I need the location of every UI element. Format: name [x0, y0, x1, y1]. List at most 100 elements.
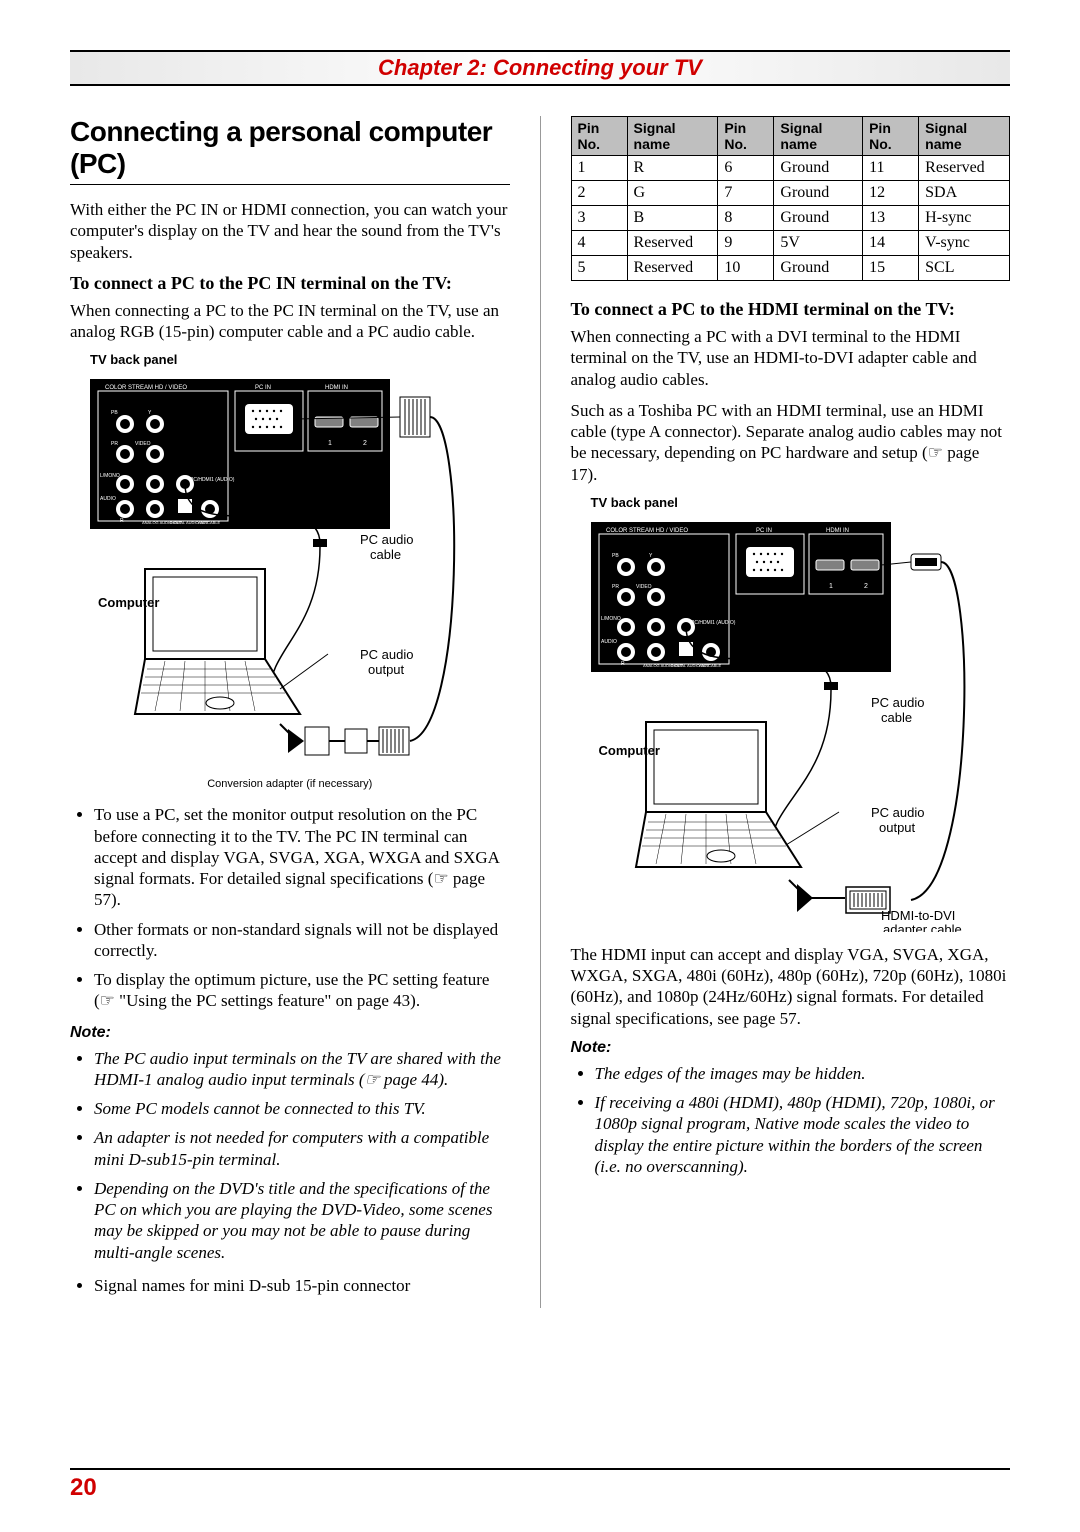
svg-text:PC/HDMI1 (AUDIO): PC/HDMI1 (AUDIO) — [190, 477, 235, 483]
th: Pin No. — [863, 117, 919, 156]
svg-text:HDMI IN: HDMI IN — [325, 385, 348, 391]
pc-in-para: When connecting a PC to the PC IN termin… — [70, 300, 510, 343]
svg-text:output: output — [368, 662, 405, 677]
table-cell: H-sync — [919, 206, 1010, 231]
svg-text:cable: cable — [370, 547, 401, 562]
table-row: 5Reserved10Ground15SCL — [571, 256, 1010, 281]
tv-back-panel-label: TV back panel — [90, 352, 510, 367]
note-item: The PC audio input terminals on the TV a… — [94, 1048, 510, 1091]
pc-in-diagram: 1 2 COLOR STREAM HD / VIDEO PC IN HDMI I… — [70, 369, 510, 769]
svg-text:2: 2 — [864, 583, 868, 590]
svg-text:PR: PR — [111, 441, 118, 447]
audio-output-label: PC audio — [360, 647, 413, 662]
svg-text:PC IN: PC IN — [756, 528, 772, 534]
table-cell: 3 — [571, 206, 627, 231]
table-cell: Ground — [774, 156, 863, 181]
table-cell: 4 — [571, 231, 627, 256]
table-cell: 13 — [863, 206, 919, 231]
svg-text:L/MONO: L/MONO — [100, 473, 120, 479]
intro-paragraph: With either the PC IN or HDMI connection… — [70, 199, 510, 263]
table-cell: 9 — [718, 231, 774, 256]
note-heading: Note: — [70, 1024, 510, 1042]
svg-text:PB: PB — [612, 553, 619, 559]
section-title: Connecting a personal computer (PC) — [70, 116, 510, 185]
svg-text:PC audio: PC audio — [871, 695, 924, 710]
table-cell: 6 — [718, 156, 774, 181]
hdmi-subhead: To connect a PC to the HDMI terminal on … — [571, 299, 1011, 320]
hdmi-para2: Such as a Toshiba PC with an HDMI termin… — [571, 400, 1011, 485]
note-item: Depending on the DVD's title and the spe… — [94, 1178, 510, 1263]
table-row: 2G7Ground12SDA — [571, 181, 1010, 206]
table-cell: 8 — [718, 206, 774, 231]
table-cell: B — [627, 206, 718, 231]
left-column: Connecting a personal computer (PC) With… — [70, 116, 510, 1308]
signal-names-text: Signal names for mini D-sub 15-pin conne… — [94, 1275, 510, 1296]
th: Signal name — [774, 117, 863, 156]
table-row: 4Reserved95V14V-sync — [571, 231, 1010, 256]
hdmi-para1: When connecting a PC with a DVI terminal… — [571, 326, 1011, 390]
note-heading-2: Note: — [571, 1039, 1011, 1057]
table-row: 1R6Ground11Reserved — [571, 156, 1010, 181]
tv-back-panel-label-2: TV back panel — [591, 495, 1011, 510]
table-cell: 5V — [774, 231, 863, 256]
th: Signal name — [919, 117, 1010, 156]
table-cell: 11 — [863, 156, 919, 181]
table-row: 3B8Ground13H-sync — [571, 206, 1010, 231]
svg-text:ANT/CABLE: ANT/CABLE — [198, 520, 221, 525]
pin-signal-table: Pin No. Signal name Pin No. Signal name … — [571, 116, 1011, 281]
audio-cable-label: PC audio — [360, 532, 413, 547]
two-column-layout: Connecting a personal computer (PC) With… — [70, 116, 1010, 1308]
th: Signal name — [627, 117, 718, 156]
conversion-caption: Conversion adapter (if necessary) — [70, 778, 510, 790]
bullet-item: To use a PC, set the monitor output reso… — [94, 804, 510, 910]
svg-text:R: R — [120, 518, 124, 524]
table-cell: SDA — [919, 181, 1010, 206]
table-cell: 1 — [571, 156, 627, 181]
table-cell: 15 — [863, 256, 919, 281]
svg-text:AUDIO: AUDIO — [100, 496, 116, 502]
table-cell: 10 — [718, 256, 774, 281]
svg-text:HDMI IN: HDMI IN — [826, 528, 849, 534]
table-cell: Ground — [774, 256, 863, 281]
table-cell: Reserved — [627, 231, 718, 256]
svg-text:2: 2 — [363, 440, 367, 447]
signal-names-line: Signal names for mini D-sub 15-pin conne… — [70, 1275, 510, 1296]
pc-in-subhead: To connect a PC to the PC IN terminal on… — [70, 273, 510, 294]
left-bullets: To use a PC, set the monitor output reso… — [70, 804, 510, 1011]
svg-text:PC/HDMI1 (AUDIO): PC/HDMI1 (AUDIO) — [691, 620, 736, 626]
chapter-header: Chapter 2: Connecting your TV — [70, 50, 1010, 86]
right-notes: The edges of the images may be hidden. I… — [571, 1063, 1011, 1177]
hdmi-diagram: 1 2 COLOR STREAM HD / VIDEO PC IN HDMI I… — [571, 512, 1011, 932]
svg-text:R: R — [621, 661, 625, 667]
note-item: If receiving a 480i (HDMI), 480p (HDMI),… — [595, 1092, 1011, 1177]
table-cell: R — [627, 156, 718, 181]
svg-text:L/MONO: L/MONO — [601, 616, 621, 622]
svg-text:VIDEO: VIDEO — [636, 584, 652, 590]
bullet-item: Other formats or non-standard signals wi… — [94, 919, 510, 962]
svg-text:VIDEO: VIDEO — [135, 441, 151, 447]
svg-text:cable: cable — [881, 710, 912, 725]
table-cell: Ground — [774, 181, 863, 206]
svg-text:COLOR STREAM HD / VIDEO: COLOR STREAM HD / VIDEO — [105, 385, 187, 391]
svg-text:adapter cable: adapter cable — [883, 922, 962, 932]
hdmi-para3: The HDMI input can accept and display VG… — [571, 944, 1011, 1029]
svg-text:HDMI-to-DVI: HDMI-to-DVI — [881, 908, 955, 923]
table-cell: V-sync — [919, 231, 1010, 256]
note-item: An adapter is not needed for computers w… — [94, 1127, 510, 1170]
table-cell: Ground — [774, 206, 863, 231]
column-divider — [540, 116, 541, 1308]
table-cell: G — [627, 181, 718, 206]
note-item: Some PC models cannot be connected to th… — [94, 1098, 510, 1119]
th: Pin No. — [718, 117, 774, 156]
table-cell: SCL — [919, 256, 1010, 281]
table-cell: 7 — [718, 181, 774, 206]
svg-text:1: 1 — [328, 440, 332, 447]
th: Pin No. — [571, 117, 627, 156]
svg-text:PR: PR — [612, 584, 619, 590]
table-cell: 5 — [571, 256, 627, 281]
svg-text:PC audio: PC audio — [871, 805, 924, 820]
svg-text:PC IN: PC IN — [255, 385, 271, 391]
svg-text:1: 1 — [829, 583, 833, 590]
table-cell: 2 — [571, 181, 627, 206]
svg-text:ANT/CABLE: ANT/CABLE — [699, 663, 722, 668]
